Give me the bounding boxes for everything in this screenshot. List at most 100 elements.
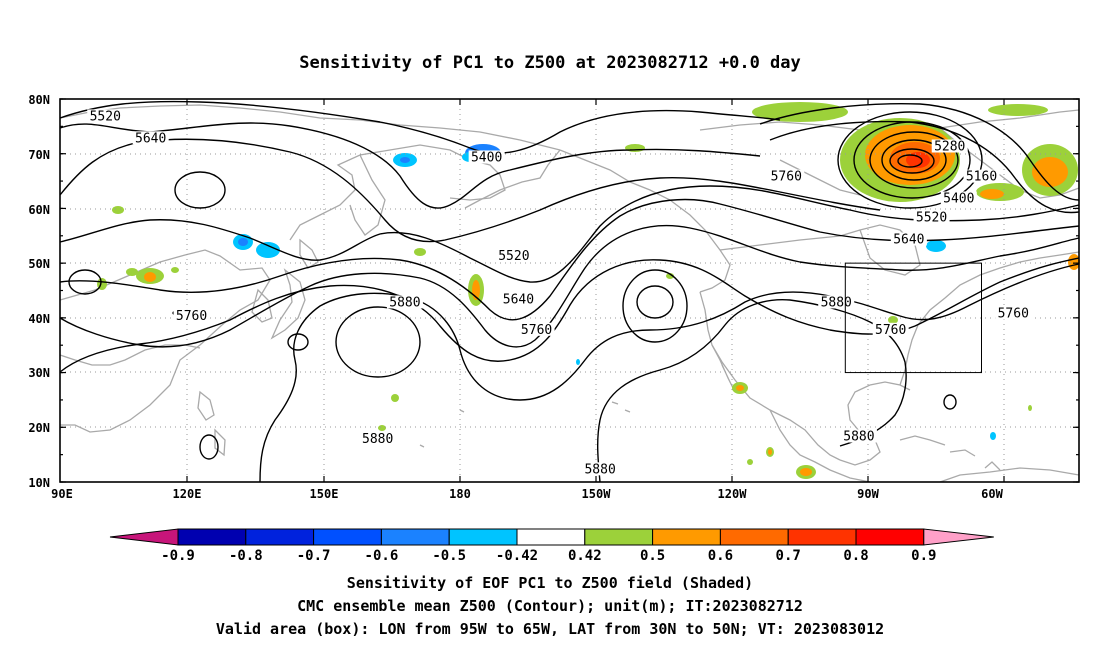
colorbar-segment	[652, 528, 721, 546]
colorbar-segment	[787, 528, 857, 546]
contour-label-bg	[840, 429, 877, 443]
contour-label-bg	[173, 309, 210, 323]
contour-label: 5520	[916, 211, 947, 226]
shade-positive	[736, 385, 744, 391]
contour-labels: 5520 5640 5400 5520 5640 5760 5880 5760 5760 5760…	[87, 109, 1032, 477]
lat-label: 80N	[28, 93, 50, 107]
shade-negative	[256, 242, 280, 258]
contour-label-bg	[768, 169, 805, 183]
contour-label-bg	[495, 248, 532, 262]
contour-label-bg	[890, 232, 927, 246]
contour-label-bg	[872, 322, 909, 336]
z500-contours	[59, 100, 1080, 483]
shade-positive	[126, 268, 138, 276]
contour-label: 5640	[135, 131, 166, 146]
colorbar-segment	[313, 528, 382, 546]
colorbar-segment	[584, 528, 654, 546]
colorbar-label: -0.9	[161, 548, 195, 564]
lon-label: 180	[449, 487, 471, 501]
contour-label-bg	[468, 150, 505, 164]
caption-contour: CMC ensemble mean Z500 (Contour); unit(m…	[297, 597, 803, 615]
shade-positive	[666, 273, 674, 279]
shade-negative	[400, 157, 410, 163]
contour-label-bg	[518, 322, 555, 336]
contour-label: 5880	[843, 429, 874, 444]
lat-label: 20N	[28, 421, 50, 435]
coastlines	[59, 104, 1080, 483]
contour-label: 5640	[503, 293, 534, 308]
colorbar-segment	[719, 528, 789, 546]
contour-label: 5400	[943, 191, 974, 206]
colorbar-segment	[245, 528, 315, 546]
shade-positive	[1028, 405, 1032, 411]
caption-valid-area: Valid area (box): LON from 95W to 65W, L…	[216, 620, 884, 638]
captions: Sensitivity of EOF PC1 to Z500 field (Sh…	[216, 574, 884, 638]
colorbar-label: 0.9	[911, 548, 936, 564]
contour-label-bg	[132, 131, 169, 145]
colorbar-labels: -0.9 -0.8 -0.7 -0.6 -0.5 -0.42 0.42 0.5 0.6 0.7 0.…	[161, 548, 936, 564]
lat-label: 40N	[28, 312, 50, 326]
colorbar-label: 0.7	[776, 548, 801, 564]
contour-label: 5880	[821, 295, 852, 310]
contour-label: 5160	[966, 170, 997, 185]
shade-positive	[747, 459, 753, 465]
contour-label: 5760	[875, 323, 906, 338]
colorbar-over-triangle	[923, 528, 994, 546]
valid-area-box	[844, 262, 982, 374]
lon-axis-labels: 90E 120E 150E 180 150W 120W 90W 60W	[51, 487, 1003, 501]
contour-label-bg	[995, 306, 1032, 320]
colorbar-label: 0.42	[568, 548, 602, 564]
lat-label: 70N	[28, 148, 50, 162]
contour-label-bg	[963, 169, 1000, 183]
contour-label-bg	[500, 292, 537, 306]
contour-label: 5400	[471, 150, 502, 165]
colorbar-label: -0.42	[496, 548, 538, 564]
contour-label-bg	[913, 210, 950, 224]
shade-negative	[576, 359, 580, 365]
contour-label: 5880	[362, 432, 393, 447]
contour-label: 5520	[498, 249, 529, 264]
caption-shading: Sensitivity of EOF PC1 to Z500 field (Sh…	[347, 574, 753, 592]
shade-positive	[414, 248, 426, 256]
contour-label: 5760	[998, 306, 1029, 321]
axis-ticks	[60, 98, 1079, 483]
shade-positive	[752, 102, 848, 122]
lon-label: 60W	[981, 487, 1003, 501]
shade-positive	[391, 394, 399, 402]
contour-label: 5280	[934, 140, 965, 155]
colorbar-label: -0.5	[432, 548, 466, 564]
shade-positive	[980, 189, 1004, 199]
colorbar-label: -0.6	[365, 548, 399, 564]
contour-label: 5760	[771, 170, 802, 185]
colorbar	[109, 528, 994, 546]
map-panel: 5520 5640 5400 5520 5640 5760 5880 5760 5760 5760…	[28, 93, 1080, 501]
contour-label-bg	[582, 462, 619, 476]
colorbar-label: -0.7	[297, 548, 331, 564]
shade-positive	[1068, 254, 1080, 270]
colorbar-label: -0.8	[229, 548, 263, 564]
colorbar-segment	[516, 528, 586, 546]
contour-label: 5760	[176, 309, 207, 324]
colorbar-segment	[448, 528, 518, 546]
contour-label: 5640	[893, 233, 924, 248]
colorbar-label: 0.8	[843, 548, 868, 564]
shade-positive	[768, 449, 772, 455]
lon-label: 150W	[582, 487, 612, 501]
shade-positive	[378, 425, 386, 431]
colorbar-segment	[177, 528, 247, 546]
colorbar-segment	[855, 528, 925, 546]
shade-positive	[112, 206, 124, 214]
shade-positive	[144, 272, 156, 282]
lon-label: 90E	[51, 487, 73, 501]
shade-positive	[625, 144, 645, 152]
contour-label: 5760	[521, 323, 552, 338]
contour-label: 5520	[90, 109, 121, 124]
contour-label: 5880	[389, 295, 420, 310]
shade-positive	[1032, 157, 1068, 187]
contour-label-bg	[931, 139, 968, 153]
shade-positive	[906, 152, 930, 168]
contour-label-bg	[386, 295, 423, 309]
figure-title: Sensitivity of PC1 to Z500 at 2023082712…	[299, 53, 801, 73]
lat-label: 50N	[28, 257, 50, 271]
